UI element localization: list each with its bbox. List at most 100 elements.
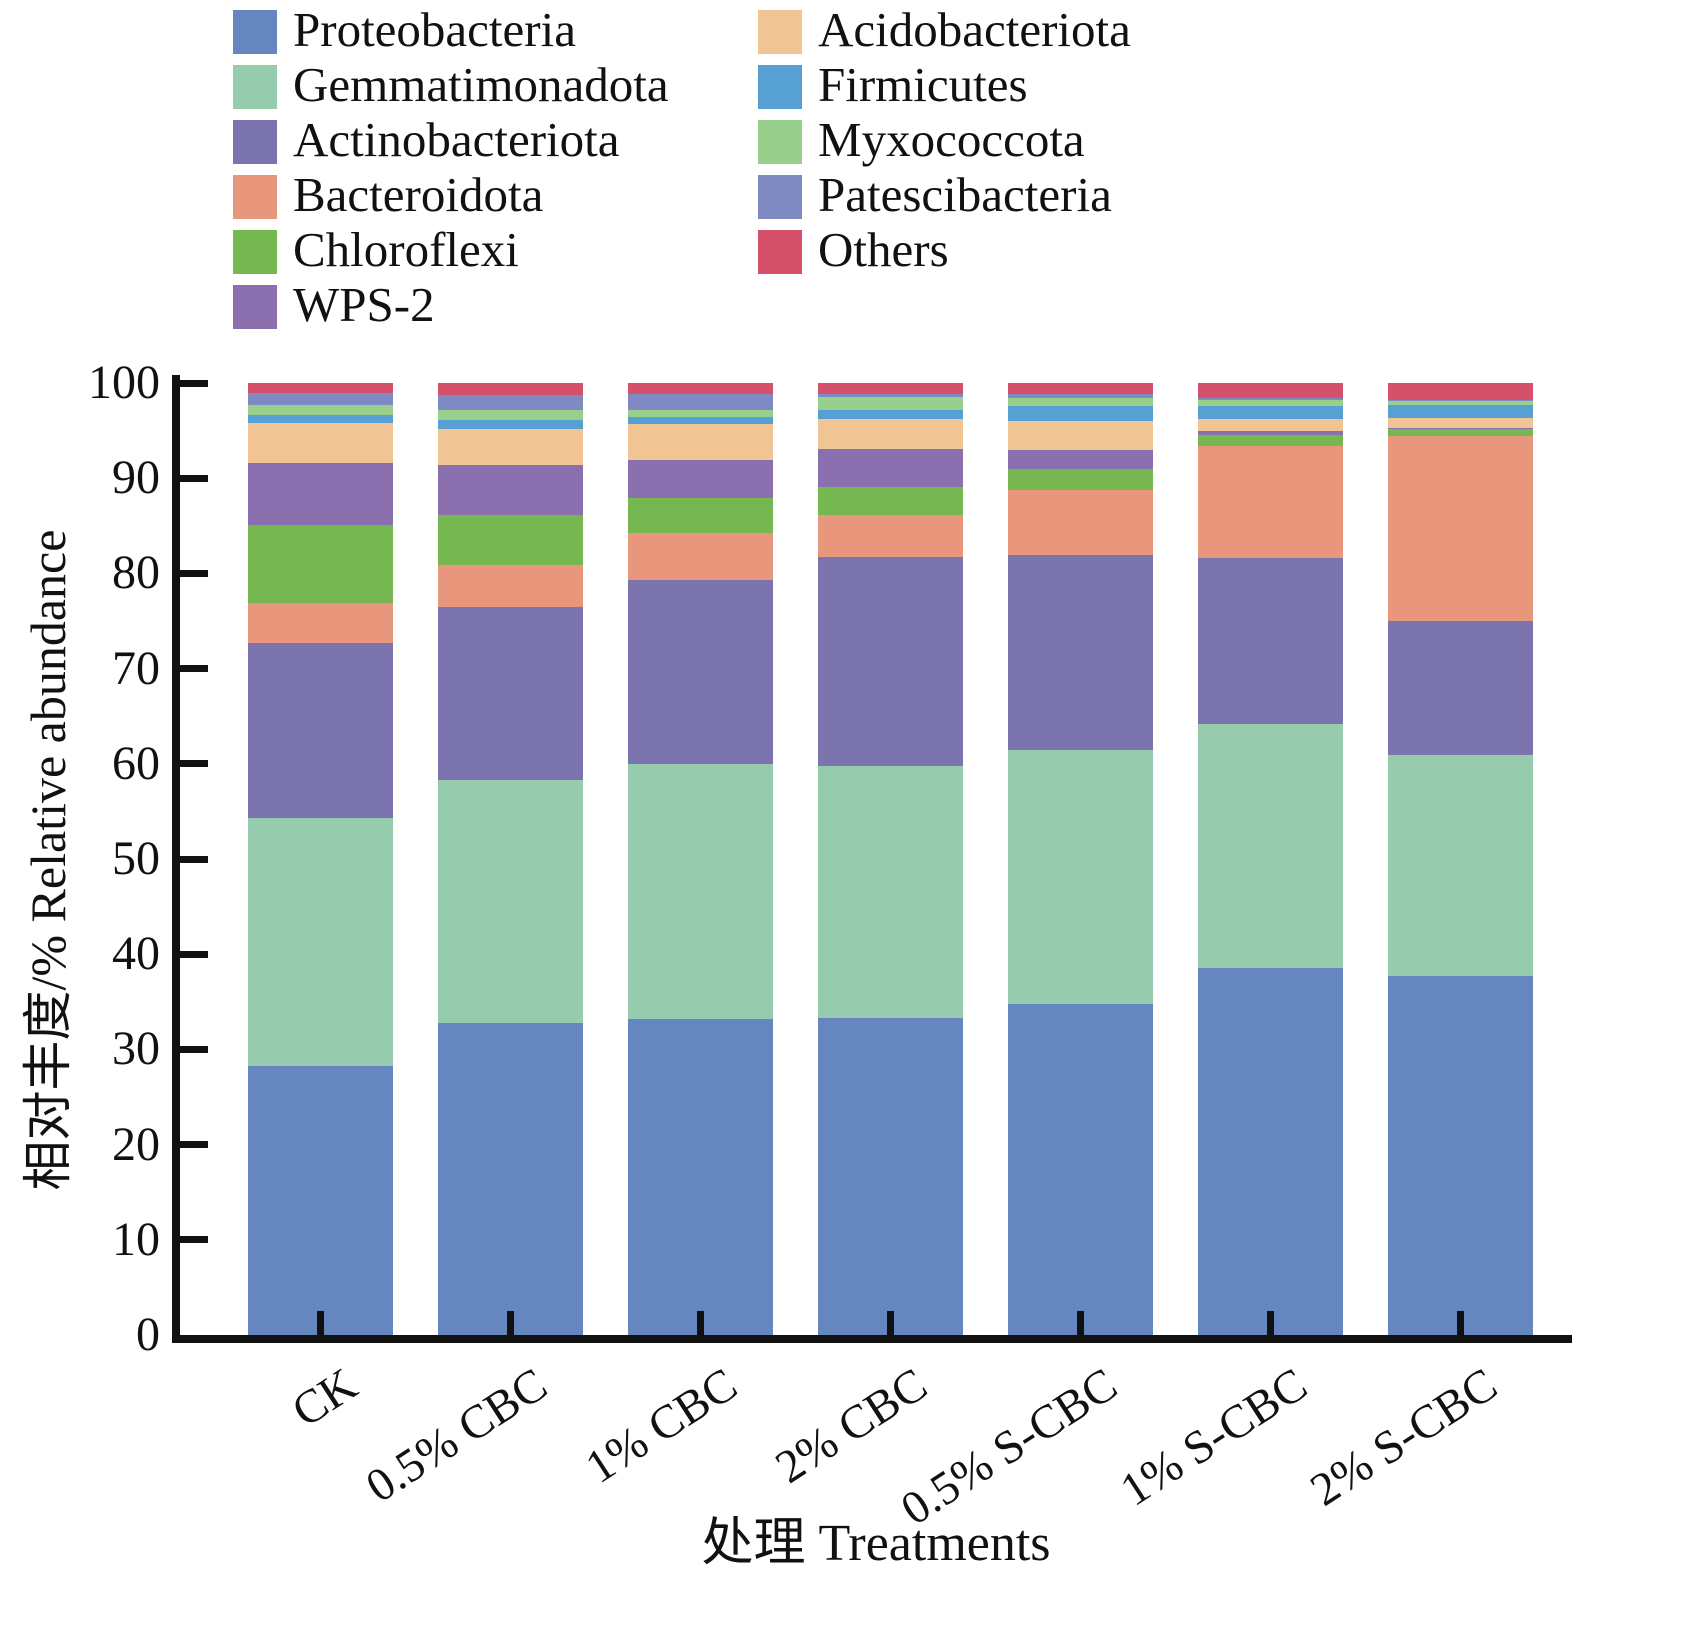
x-tick-label: 0.5% CBC: [356, 1358, 556, 1513]
bar-segment-others: [1198, 383, 1343, 399]
x-tick-label: CK: [282, 1358, 366, 1438]
legend-label: Gemmatimonadota: [293, 57, 669, 112]
x-tick-label: 0.5% S-CBC: [891, 1358, 1126, 1536]
bar-segment-gemmatimonadota: [1388, 755, 1533, 977]
bar-segment-proteobacteria: [1388, 976, 1533, 1335]
y-tick: [180, 760, 208, 768]
bar-segment-patescibacteria: [248, 393, 393, 405]
bar-segment-proteobacteria: [818, 1017, 963, 1335]
x-tick-label: 1% CBC: [576, 1358, 746, 1494]
bar-segment-patescibacteria: [818, 394, 963, 398]
y-tick-label: 30: [112, 1022, 160, 1076]
bar-segment-acidobacteriota: [1008, 421, 1153, 450]
legend-swatch-gemmatimonadota: [233, 65, 277, 109]
legend-swatch-firmicutes: [758, 65, 802, 109]
bar-segment-others: [628, 383, 773, 395]
bar-segment-gemmatimonadota: [1198, 723, 1343, 968]
bar-segment-chloroflexi: [628, 498, 773, 534]
x-tick-label: 2% S-CBC: [1301, 1358, 1506, 1517]
y-tick-label: 70: [112, 641, 160, 695]
bar-segment-others: [248, 383, 393, 394]
bar-segment-myxococcota: [1198, 400, 1343, 406]
bar-segment-bacteroidota: [818, 515, 963, 558]
bar-segment-gemmatimonadota: [438, 779, 583, 1023]
bar-segment-others: [438, 383, 583, 396]
y-tick-label: 20: [112, 1117, 160, 1171]
bar-segment-chloroflexi: [1198, 435, 1343, 446]
y-tick-label: 100: [88, 356, 160, 409]
bar-segment-firmicutes: [248, 415, 393, 423]
y-tick: [180, 569, 208, 577]
bar-segment-patescibacteria: [1008, 394, 1153, 399]
y-tick: [180, 665, 208, 673]
y-axis-spine: [172, 375, 180, 1343]
bar-segment-actinobacteriota: [248, 642, 393, 819]
y-tick: [180, 855, 208, 863]
bar-segment-patescibacteria: [438, 395, 583, 410]
legend-label: Actinobacteriota: [293, 112, 620, 167]
legend-swatch-wps-2: [233, 285, 277, 329]
bar-segment-firmicutes: [818, 409, 963, 420]
bar-segment-proteobacteria: [1198, 967, 1343, 1335]
bar-segment-acidobacteriota: [248, 422, 393, 463]
bar-segment-firmicutes: [1388, 404, 1533, 419]
bar-segment-acidobacteriota: [1388, 418, 1533, 428]
bar-segment-patescibacteria: [1198, 398, 1343, 401]
x-tick: [1267, 1311, 1274, 1335]
bar-segment-bacteroidota: [1388, 436, 1533, 621]
bar-segment-firmicutes: [628, 417, 773, 424]
bar-segment-patescibacteria: [628, 394, 773, 410]
bar-segment-proteobacteria: [628, 1018, 773, 1335]
x-tick: [887, 1311, 894, 1335]
legend-swatch-myxococcota: [758, 120, 802, 164]
bar-segment-acidobacteriota: [818, 419, 963, 449]
bar-segment-wps-2: [248, 462, 393, 525]
y-tick: [180, 379, 208, 387]
bar-segment-bacteroidota: [1008, 489, 1153, 556]
y-tick: [180, 1045, 208, 1053]
bar-segment-myxococcota: [628, 409, 773, 418]
bar-segment-gemmatimonadota: [1008, 750, 1153, 1004]
x-tick-label: 1% S-CBC: [1111, 1358, 1316, 1517]
bar-segment-chloroflexi: [438, 515, 583, 565]
bar-segment-actinobacteriota: [628, 580, 773, 764]
x-tick: [1077, 1311, 1084, 1335]
bar-segment-myxococcota: [1008, 398, 1153, 406]
bar-segment-actinobacteriota: [1388, 621, 1533, 756]
legend-label: Others: [818, 222, 949, 277]
legend-label: WPS-2: [293, 277, 435, 332]
legend-swatch-actinobacteriota: [233, 120, 277, 164]
bar-segment-chloroflexi: [1388, 428, 1533, 437]
bar-segment-patescibacteria: [1388, 400, 1533, 402]
bar-segment-actinobacteriota: [438, 606, 583, 780]
y-tick-label: 80: [112, 546, 160, 600]
bar-segment-wps-2: [438, 464, 583, 516]
bar-segment-acidobacteriota: [628, 423, 773, 461]
legend-swatch-acidobacteriota: [758, 10, 802, 54]
bar-segment-bacteroidota: [438, 564, 583, 607]
y-tick: [180, 1141, 208, 1149]
bar-segment-chloroflexi: [1008, 468, 1153, 490]
legend-swatch-proteobacteria: [233, 10, 277, 54]
x-tick-label: 2% CBC: [766, 1358, 936, 1494]
bar-segment-others: [1388, 383, 1533, 401]
bar-segment-firmicutes: [438, 420, 583, 429]
bar-segment-gemmatimonadota: [818, 765, 963, 1018]
bar-segment-acidobacteriota: [438, 428, 583, 465]
y-tick-label: 10: [112, 1212, 160, 1266]
bar-segment-bacteroidota: [248, 602, 393, 643]
legend-label: Chloroflexi: [293, 222, 519, 277]
x-axis-title: 处理 Treatments: [701, 1515, 1051, 1572]
bar-segment-actinobacteriota: [818, 557, 963, 766]
legend-label: Patescibacteria: [818, 167, 1112, 222]
legend-label: Proteobacteria: [293, 2, 576, 57]
legend-swatch-chloroflexi: [233, 230, 277, 274]
y-tick: [180, 474, 208, 482]
legend-label: Bacteroidota: [293, 167, 544, 222]
bar-segment-firmicutes: [1198, 405, 1343, 420]
bar-segment-myxococcota: [248, 404, 393, 416]
bar-segment-myxococcota: [438, 409, 583, 421]
bar-segment-others: [1008, 383, 1153, 395]
bar-segment-actinobacteriota: [1198, 558, 1343, 724]
bar-segment-chloroflexi: [818, 486, 963, 516]
